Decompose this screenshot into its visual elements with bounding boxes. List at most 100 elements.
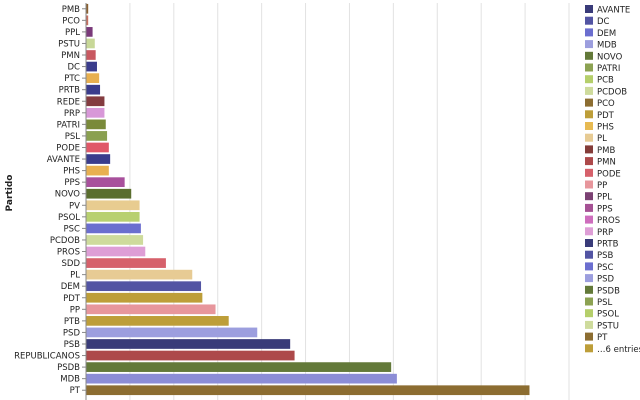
legend-label: PRTB <box>597 240 619 250</box>
legend-swatch <box>585 180 593 189</box>
bar-mdb <box>86 373 397 384</box>
y-tick-label: PMB <box>62 5 80 15</box>
bar-sdd <box>86 258 166 268</box>
y-tick-label: PCDOB <box>50 236 80 246</box>
legend-label: PL <box>597 134 607 144</box>
bar-avante <box>86 154 111 164</box>
bar-pco <box>86 15 89 26</box>
y-tick-label: PROS <box>57 248 80 258</box>
y-tick-label: PDT <box>63 294 81 304</box>
legend-swatch <box>585 192 593 201</box>
y-tick-label: PP <box>70 305 80 315</box>
y-tick-label: PSC <box>64 224 81 234</box>
y-tick-label: PSB <box>64 340 81 350</box>
legend-label: PODE <box>597 169 621 179</box>
legend-label: PCO <box>597 99 615 109</box>
bar-psb <box>86 339 291 349</box>
legend-swatch <box>585 28 593 37</box>
bar-pps <box>86 177 125 188</box>
legend-swatch <box>585 5 593 13</box>
legend-swatch <box>585 274 593 283</box>
legend-swatch <box>585 250 593 259</box>
y-tick-label: REDE <box>57 97 80 107</box>
bar-ptb <box>86 316 229 326</box>
bar-ppl <box>86 27 93 37</box>
bar-pode <box>86 142 109 153</box>
legend-label: DC <box>597 17 610 27</box>
y-tick-label: SDD <box>62 259 81 269</box>
legend-swatch <box>585 309 593 318</box>
bar-prtb <box>86 84 101 95</box>
legend-label: PSC <box>597 263 614 273</box>
y-tick-label: PV <box>69 201 80 211</box>
bar-ptc <box>86 73 100 83</box>
bar-pl <box>86 269 193 280</box>
legend-swatch <box>585 86 593 95</box>
legend-swatch <box>585 133 593 142</box>
bar-pv <box>86 200 140 211</box>
legend-label: PCDOB <box>597 87 627 97</box>
y-tick-label: MDB <box>60 375 80 385</box>
y-tick-label: PMN <box>61 51 80 61</box>
legend-label: PSL <box>597 298 613 308</box>
legend-label: NOVO <box>597 52 623 62</box>
legend-label: …6 entries <box>597 345 640 355</box>
y-tick-label: PRTB <box>59 86 81 96</box>
y-tick-label: PHS <box>63 167 80 177</box>
y-tick-label: PSD <box>63 328 81 338</box>
legend-label: PSDB <box>597 286 620 296</box>
legend-label: PDT <box>597 111 615 121</box>
y-tick-label: PL <box>70 271 80 281</box>
bar-psc <box>86 223 141 234</box>
bar-psol <box>86 211 140 222</box>
legend-swatch <box>585 122 593 130</box>
bar-prp <box>86 107 105 118</box>
y-tick-label: PTC <box>64 74 80 84</box>
bar-pp <box>86 304 216 315</box>
legend-label: PRP <box>597 228 613 238</box>
legend-label: PSB <box>597 251 614 261</box>
bar-novo <box>86 188 132 199</box>
y-tick-label: PSDB <box>57 363 80 373</box>
legend-swatch <box>585 203 593 212</box>
y-tick-label: DC <box>68 63 81 73</box>
bar-rede <box>86 96 105 107</box>
legend-swatch <box>585 110 593 119</box>
y-tick-label: PODE <box>56 143 80 153</box>
y-tick-label: PSL <box>65 132 81 142</box>
legend-swatch <box>585 16 593 25</box>
legend-swatch <box>585 262 593 271</box>
y-tick-label: PCO <box>62 16 80 26</box>
bar-pcdob <box>86 235 144 245</box>
y-tick-label: PSOL <box>58 213 80 223</box>
bar-pmn <box>86 50 96 60</box>
legend-label: PMN <box>597 158 616 168</box>
legend-label: PATRI <box>597 64 620 74</box>
legend-label: PP <box>597 181 607 191</box>
bar-pstu <box>86 38 95 49</box>
legend-label: PMB <box>597 146 615 156</box>
legend-swatch <box>585 168 593 177</box>
y-tick-label: PT <box>70 386 81 396</box>
y-tick-label: NOVO <box>55 190 81 200</box>
legend-swatch <box>585 63 593 72</box>
legend-swatch <box>585 40 593 49</box>
bar-republicanos <box>86 350 295 361</box>
legend-label: PROS <box>597 216 620 226</box>
bar-phs <box>86 165 109 176</box>
bar-dc <box>86 61 97 72</box>
legend-label: PPS <box>597 204 613 214</box>
y-tick-label: PRP <box>64 109 80 119</box>
bar-patri <box>86 119 106 130</box>
y-tick-label: PPS <box>64 178 80 188</box>
legend-swatch <box>585 285 593 294</box>
legend-label: MDB <box>597 41 617 51</box>
legend-swatch <box>585 239 593 247</box>
legend-label: PSOL <box>597 310 619 320</box>
legend-label: PPL <box>597 193 612 203</box>
legend-swatch <box>585 297 593 306</box>
y-axis-title: Partido <box>5 175 15 212</box>
legend-swatch <box>585 51 593 60</box>
legend-swatch <box>585 75 593 84</box>
